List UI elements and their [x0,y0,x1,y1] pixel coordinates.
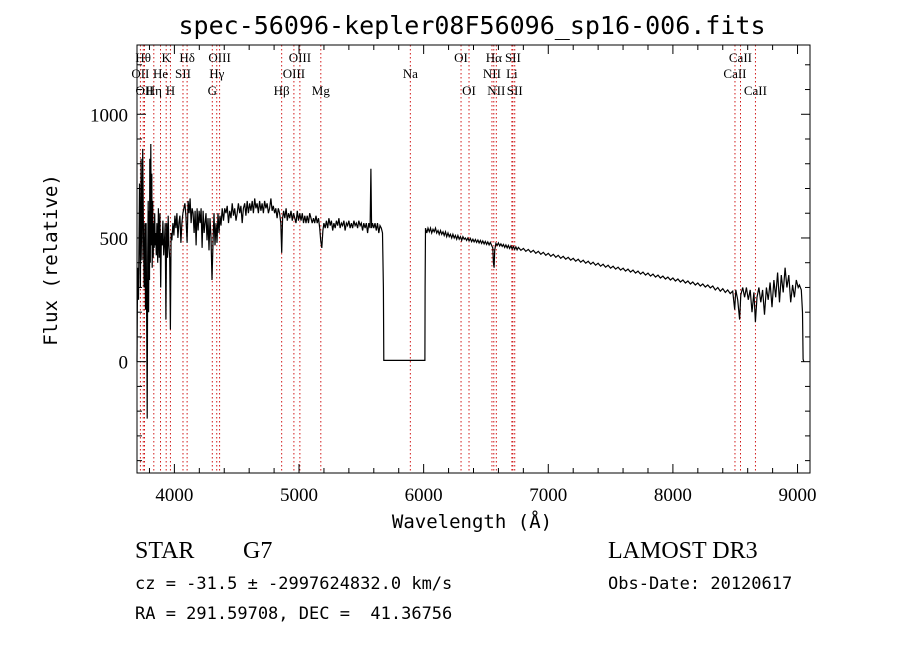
tick-labels: 4000 5000 6000 7000 8000 9000 0 500 1000 [90,105,817,506]
object-class: STAR [135,538,195,564]
line-label-17: OI [454,50,468,65]
line-label-16: Na [403,66,418,81]
x-axis-label: Wavelength (Å) [392,510,552,533]
line-label-19: NII [483,66,501,81]
line-label-26: CaII [729,50,752,65]
x-tick-label-8000: 8000 [654,485,692,506]
line-label-15: Mg [312,83,331,98]
line-label-5: K [161,50,171,65]
line-label-24: SII [507,83,523,98]
line-label-10: Hγ [209,66,224,81]
spectrum-line [136,143,805,419]
x-tick-label-9000: 9000 [779,485,817,506]
line-label-0: OII [131,66,149,81]
line-label-12: Hβ [274,83,290,98]
y-tick-label-1000: 1000 [90,105,128,126]
line-label-18: OI [462,83,476,98]
survey-name: LAMOST DR3 [608,538,758,564]
line-label-27: CaII [744,83,767,98]
plot-axes [136,44,811,474]
line-label-3: Hη [146,83,162,98]
y-tick-label-500: 500 [100,229,129,250]
chart-title: spec-56096-kepler08F56096_sp16-006.fits [179,11,766,40]
y-tick-label-0: 0 [119,353,129,374]
line-label-1: Hθ [135,50,151,65]
spectral-line-labels: OIIHθOIIHηHeKHSIIHδGHγOIIIHβOIIIOIIIMgNa… [131,50,767,98]
line-label-6: H [166,83,175,98]
line-label-9: G [208,83,217,98]
plot-frame [136,44,811,474]
coordinates: RA = 291.59708, DEC = 41.36756 [135,604,453,624]
x-tick-label-5000: 5000 [280,485,318,506]
line-label-14: OIII [289,50,311,65]
x-tick-label-4000: 4000 [155,485,193,506]
object-subclass: G7 [243,538,273,564]
line-label-22: Li [506,66,518,81]
line-label-13: OIII [283,66,305,81]
line-label-25: CaII [723,66,746,81]
x-tick-label-6000: 6000 [405,485,443,506]
line-label-4: He [153,66,168,81]
y-axis-label: Flux (relative) [40,174,62,346]
spectral-line-markers [139,45,756,473]
x-tick-label-7000: 7000 [529,485,567,506]
line-label-2: OII [135,83,153,98]
line-label-21: NII [487,83,505,98]
line-label-7: SII [175,66,191,81]
obs-date: Obs-Date: 20120617 [608,574,793,594]
redshift-line: cz = -31.5 ± -2997624832.0 km/s [135,574,453,594]
line-label-11: OIII [208,50,230,65]
line-label-8: Hδ [179,50,195,65]
line-label-23: SII [505,50,521,65]
line-label-20: Hα [486,50,502,65]
